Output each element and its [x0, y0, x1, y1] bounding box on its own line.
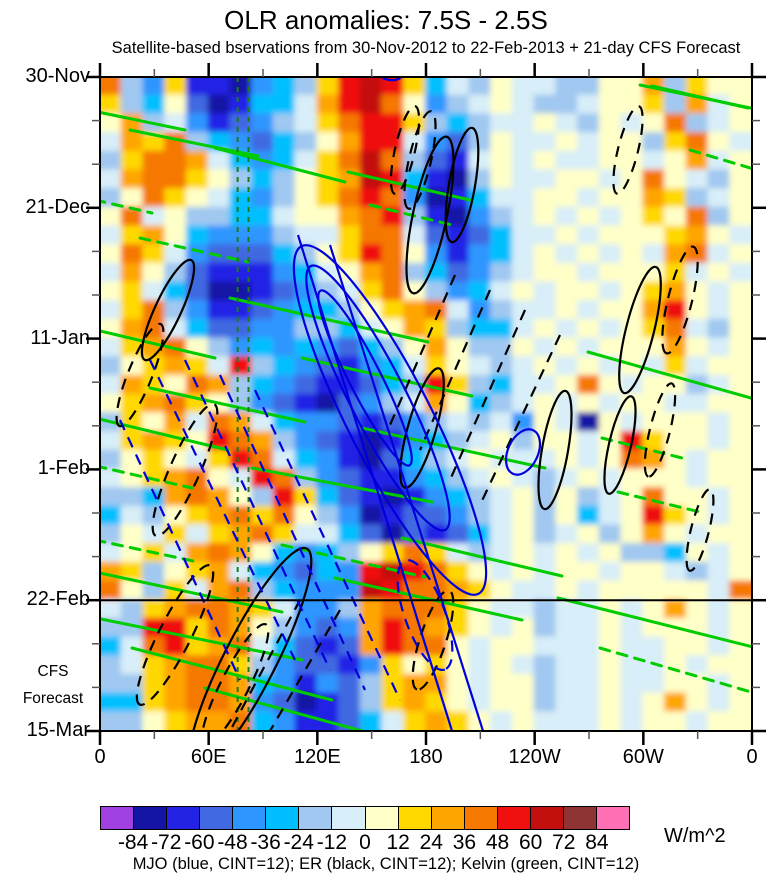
colorbar-segment [200, 807, 234, 829]
colorbar-segment [167, 807, 201, 829]
colorbar-segment [101, 807, 135, 829]
colorbar-segment [398, 807, 432, 829]
figure-title: OLR anomalies: 7.5S - 2.5S [224, 5, 548, 35]
colorbar-segment [497, 807, 531, 829]
contour-overlays [100, 77, 752, 731]
colorbar-tick-label: 72 [552, 831, 576, 854]
x-tick-label: 0 [94, 746, 106, 768]
colorbar-unit-label: W/m^2 [664, 825, 726, 847]
x-tick-label: 0 [746, 746, 758, 768]
y-tick-label: 15-Mar [26, 719, 90, 741]
contour-legend: MJO (blue, CINT=12); ER (black, CINT=12)… [132, 855, 640, 873]
figure-subtitle: Satellite-based bservations from 30-Nov-… [111, 39, 741, 57]
colorbar-tick-label: -36 [250, 831, 281, 854]
hovmoller-heatmap-smooth [100, 77, 752, 731]
axis-ticks [86, 63, 766, 745]
colorbar-tick-label: 12 [386, 831, 410, 854]
colorbar-tick-label: 60 [518, 831, 543, 854]
colorbar-tick-label: 0 [359, 831, 371, 854]
x-tick-label: 120W [508, 746, 561, 768]
colorbar-tick-label: -24 [283, 831, 314, 854]
colorbar-segment [299, 807, 333, 829]
colorbar-segment [233, 807, 267, 829]
colorbar-segment [464, 807, 498, 829]
colorbar-segment [134, 807, 168, 829]
colorbar-segment [365, 807, 399, 829]
colorbar-segment [332, 807, 366, 829]
colorbar-tick-label: 48 [485, 831, 510, 854]
y-tick-label: 1-Feb [37, 457, 90, 480]
colorbar-segment [563, 807, 597, 829]
colorbar [100, 806, 630, 830]
x-tick-label: 120E [293, 746, 341, 768]
cfs-forecast-label-line2: Forecast [22, 690, 84, 707]
colorbar-tick-label: -12 [316, 831, 348, 854]
kelvin-contours [100, 83, 752, 731]
x-tick-label: 60W [622, 746, 664, 768]
hovmoller-plot [86, 63, 766, 745]
y-tick-label: 22-Feb [26, 588, 90, 611]
y-tick-label: 30-Nov [25, 65, 90, 87]
colorbar-tick-label: 24 [419, 831, 443, 854]
colorbar-tick-label: 84 [585, 831, 609, 854]
x-tick-label: 180 [409, 746, 443, 768]
colorbar-segment [596, 807, 629, 829]
colorbar-tick-label: -72 [151, 831, 182, 854]
colorbar-tick-label: -84 [117, 831, 149, 854]
cfs-forecast-label: CFS Forecast [10, 658, 96, 712]
x-tick-label: 60E [190, 746, 227, 768]
cfs-forecast-label-line1: CFS [37, 663, 69, 680]
colorbar-tick-label: 36 [452, 831, 477, 854]
colorbar-segment [431, 807, 465, 829]
er-contours [115, 104, 715, 731]
y-tick-label: 11-Jan [30, 326, 90, 349]
colorbar-tick-label: -48 [217, 831, 248, 854]
colorbar-segment [530, 807, 564, 829]
y-tick-label: 21-Dec [25, 195, 90, 218]
colorbar-tick-label: -60 [184, 831, 215, 854]
colorbar-segment [266, 807, 300, 829]
mjo-contours [119, 77, 542, 731]
